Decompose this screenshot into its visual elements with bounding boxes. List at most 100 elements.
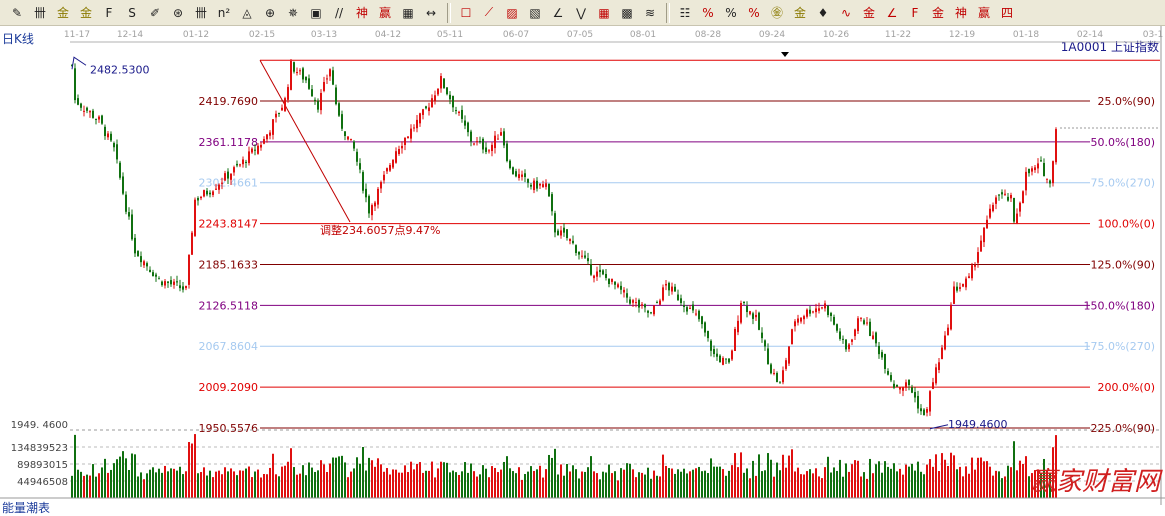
angle-fan-icon[interactable]: ∠ [886,5,898,20]
kline-chart[interactable]: 11-17 12-14 01-12 02-15 03-13 04-12 05-11 06-07… [0,26,1165,505]
volume-bar [923,474,925,498]
candle-body [530,184,532,187]
candle-body [965,278,967,288]
candle-body [1004,193,1006,195]
circle-ruler-icon[interactable]: ⊛ [172,5,184,20]
volume-bar [539,465,541,498]
candle-body [458,111,460,114]
gann-wheel-icon[interactable]: ✵ [287,5,299,20]
grid-box-2-icon[interactable]: ▩ [621,5,633,20]
target-icon[interactable]: ⊕ [264,5,276,20]
angle-lines-icon[interactable]: // [334,5,344,20]
candle-body [404,137,406,146]
candle-body [89,111,91,113]
candle-body [224,173,226,181]
square-lines-icon[interactable]: n² [217,5,231,20]
volume-bar [1010,467,1012,498]
channel-icon[interactable]: ≋ [644,5,656,20]
candle-body [1043,162,1045,177]
volume-bar [710,458,712,498]
box-icon[interactable]: ☐ [460,5,472,20]
candle-body [236,163,238,166]
volume-bar [452,470,454,498]
volume-bar [248,466,250,498]
volume-bar [335,457,337,498]
four-fan-icon[interactable]: 四 [1000,6,1013,20]
grid-icon[interactable]: ▦ [402,5,414,20]
volume-bar [842,476,844,498]
volume-bar [704,470,706,498]
candle-body [620,285,622,290]
period-lines-icon[interactable]: 卌 [194,6,207,20]
candle-body [869,321,871,336]
win-lines-icon[interactable]: 赢 [378,6,391,20]
volume-bar [638,472,640,498]
candle-body [149,269,151,272]
candle-body [614,281,616,285]
candle-body [899,387,901,390]
candle-body [848,344,850,350]
volume-bar [719,466,721,498]
god-fan-icon[interactable]: 神 [954,6,967,20]
wave-icon[interactable]: ⋁ [576,5,586,20]
candle-body [617,284,619,288]
volume-bar [194,434,196,498]
gann-square-icon[interactable]: ▣ [310,5,322,20]
gold-ratio-2-icon[interactable]: 金 [79,6,92,20]
angle-icon[interactable]: ∠ [552,5,564,20]
volume-bar [905,464,907,498]
candle-body [377,188,379,205]
candle-body [203,190,205,197]
percent-slope-icon[interactable]: % [702,5,714,20]
period-label[interactable]: 日K线 [2,32,34,46]
gold-fan-icon[interactable]: 金 [931,6,944,20]
pen-icon[interactable]: ✎ [11,5,23,20]
triangle-icon[interactable]: ◬ [242,5,252,20]
candle-body [830,313,832,317]
f-fan-icon[interactable]: F [911,5,919,20]
gann-box-icon[interactable]: ▨ [506,5,518,20]
pen-ruler-icon[interactable]: ✐ [149,5,161,20]
candle-body [476,141,478,143]
percent-icon[interactable]: % [725,5,737,20]
candle-body [227,171,229,179]
gold-ratio-icon[interactable]: 金 [56,6,69,20]
candle-body [407,136,409,139]
volume-bar [911,463,913,498]
width-icon[interactable]: ↔ [425,5,437,20]
candle-body [950,304,952,330]
volume-bar [701,471,703,498]
candle-body [374,202,376,207]
gold-circle-icon[interactable]: ㊎ [770,6,783,20]
candle-body [182,286,184,290]
rocket-icon[interactable]: ♦ [817,5,829,20]
parallel-lines-icon[interactable]: 卌 [33,6,46,20]
volume-bar [98,473,100,498]
god-lines-icon[interactable]: 神 [355,6,368,20]
candle-body [743,301,745,304]
bars-icon[interactable]: ☷ [679,5,691,20]
grid-box-icon[interactable]: ▦ [598,5,610,20]
candle-body [800,317,802,322]
candle-body [812,311,814,313]
volume-bar [584,471,586,498]
gold-lines-icon[interactable]: 金 [793,6,806,20]
volume-bar [707,473,709,498]
candle-body [230,173,232,180]
candle-body [770,364,772,374]
win-fan-icon[interactable]: 赢 [977,6,990,20]
spiral-icon[interactable]: S [128,5,136,20]
volume-bar [110,469,112,498]
fibonacci-icon[interactable]: F [105,5,113,20]
candle-body [86,107,88,111]
candle-body [824,303,826,309]
gann-box-2-icon[interactable]: ▧ [529,5,541,20]
candle-body [215,188,217,190]
candle-body [200,196,202,199]
gold-box-icon[interactable]: 金 [862,6,875,20]
indicator-label[interactable]: 能量潮表 [2,501,51,515]
volume-bar [620,468,622,498]
percent-lines-icon[interactable]: % [748,5,760,20]
sine-icon[interactable]: ∿ [840,5,852,20]
fan-icon[interactable]: ⟋ [484,5,494,19]
